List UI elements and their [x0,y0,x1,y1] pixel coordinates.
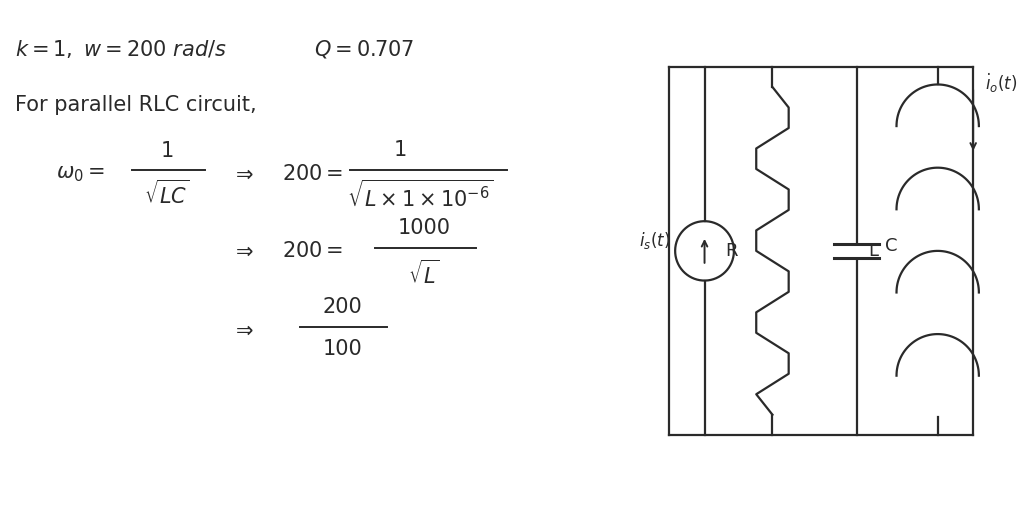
Text: $Q=0.707$: $Q=0.707$ [314,38,415,59]
Text: $k=1,\ w=200\ rad/s$: $k=1,\ w=200\ rad/s$ [15,38,227,59]
Text: $\sqrt{L\times1\times10^{-6}}$: $\sqrt{L\times1\times10^{-6}}$ [347,180,494,211]
Text: $\Rightarrow$: $\Rightarrow$ [231,241,254,261]
Text: $\dot{\imath}_o(t)$: $\dot{\imath}_o(t)$ [985,72,1018,95]
Text: $\Rightarrow$: $\Rightarrow$ [231,164,254,184]
Text: L: L [868,242,879,260]
Text: $\sqrt{L}$: $\sqrt{L}$ [409,260,439,288]
Text: For parallel RLC circuit,: For parallel RLC circuit, [15,95,257,115]
Text: $\Rightarrow$: $\Rightarrow$ [231,320,254,340]
Text: 1000: 1000 [397,218,451,238]
Text: 200: 200 [323,297,362,317]
Text: $\omega_0=$: $\omega_0=$ [55,164,104,184]
Text: $\sqrt{LC}$: $\sqrt{LC}$ [144,179,190,208]
Text: R: R [725,242,738,260]
Text: 1: 1 [161,141,174,161]
Text: 1: 1 [394,139,408,160]
Text: $200=$: $200=$ [282,241,343,261]
Text: 100: 100 [323,339,362,359]
Text: $i_s(t)$: $i_s(t)$ [639,230,670,251]
Text: $200=$: $200=$ [282,164,343,184]
Text: C: C [885,237,897,255]
